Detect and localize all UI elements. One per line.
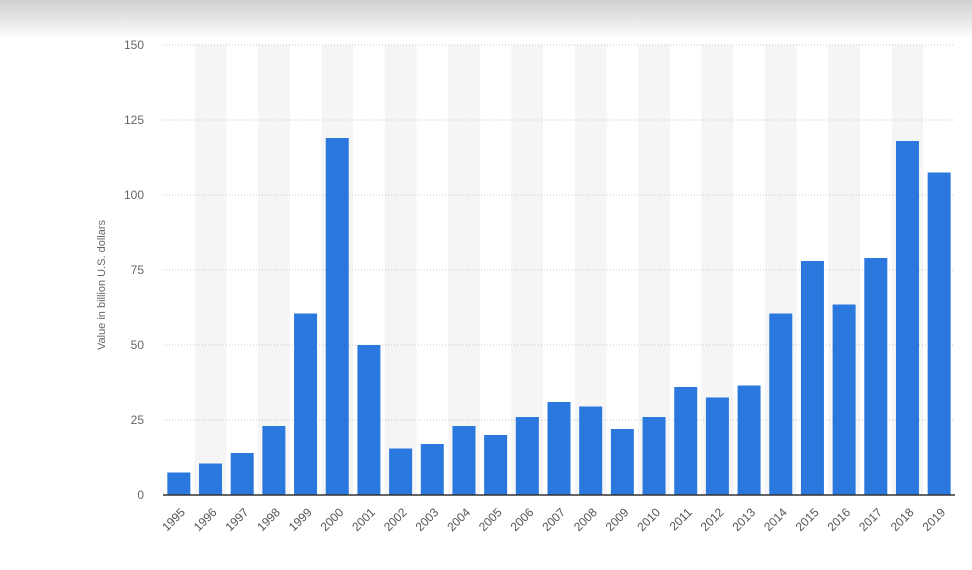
- x-tick-label: 2006: [508, 505, 537, 534]
- bar-2007: [547, 402, 571, 495]
- x-tick-label: 2014: [761, 505, 790, 534]
- bar-1995: [167, 472, 191, 495]
- x-tick-label: 2015: [793, 505, 822, 534]
- bar-2010: [642, 417, 666, 495]
- y-tick-label: 100: [124, 188, 144, 202]
- x-tick-label: 2004: [444, 505, 473, 534]
- bar-2008: [579, 406, 603, 495]
- x-tick-label: 2010: [634, 505, 663, 534]
- y-axis-label: Value in billion U.S. dollars: [96, 219, 108, 350]
- x-tick-label: 1995: [159, 505, 188, 534]
- y-tick-label: 50: [131, 338, 145, 352]
- bar-1998: [262, 426, 286, 495]
- bar-2006: [515, 417, 539, 495]
- x-tick-label: 2012: [698, 505, 727, 534]
- x-tick-label: 2018: [888, 505, 917, 534]
- y-tick-label: 0: [137, 488, 144, 502]
- bar-2013: [737, 385, 761, 495]
- bar-2017: [864, 258, 888, 495]
- x-tick-label: 2002: [381, 505, 410, 534]
- bar-2019: [927, 172, 951, 495]
- x-tick-label: 2007: [539, 505, 568, 534]
- x-tick-label: 1997: [223, 505, 252, 534]
- bar-2002: [389, 448, 413, 495]
- bar-2005: [484, 435, 508, 495]
- bar-2014: [769, 313, 793, 495]
- x-tick-label: 2001: [349, 505, 378, 534]
- x-tick-label: 2005: [476, 505, 505, 534]
- y-axis-ticks: 0 25 50 75 100 125 150: [124, 38, 144, 502]
- x-tick-label: 1998: [254, 505, 283, 534]
- top-shadow: [0, 0, 972, 40]
- x-tick-label: 2009: [603, 505, 632, 534]
- bar-1996: [199, 463, 223, 495]
- x-axis-ticks: 1995 1996 1997 1998 1999 2000 2001 2002 2003 2004…: [159, 505, 948, 534]
- bar-1997: [230, 453, 254, 495]
- y-tick-label: 125: [124, 113, 144, 127]
- bar-2000: [325, 138, 349, 495]
- x-tick-label: 2016: [824, 505, 853, 534]
- x-tick-label: 2019: [919, 505, 948, 534]
- x-tick-label: 2017: [856, 505, 885, 534]
- bar-2011: [674, 387, 698, 495]
- x-tick-label: 2000: [318, 505, 347, 534]
- bar-1999: [294, 313, 318, 495]
- x-tick-label: 2013: [729, 505, 758, 534]
- band-1998: [258, 45, 290, 495]
- bar-2004: [452, 426, 476, 495]
- y-tick-label: 75: [131, 263, 145, 277]
- bar-2016: [832, 304, 856, 495]
- y-tick-label: 25: [131, 413, 145, 427]
- bar-2018: [895, 141, 919, 495]
- x-tick-label: 2003: [413, 505, 442, 534]
- bars: [167, 138, 951, 495]
- x-tick-label: 2008: [571, 505, 600, 534]
- x-tick-label: 1996: [191, 505, 220, 534]
- y-tick-label: 150: [124, 38, 144, 52]
- x-tick-label: 1999: [286, 505, 315, 534]
- bar-2003: [420, 444, 444, 495]
- bar-2001: [357, 345, 381, 495]
- x-tick-label: 2011: [667, 505, 695, 533]
- bar-2015: [800, 261, 824, 495]
- bar-2012: [705, 397, 729, 495]
- bar-2009: [610, 429, 634, 495]
